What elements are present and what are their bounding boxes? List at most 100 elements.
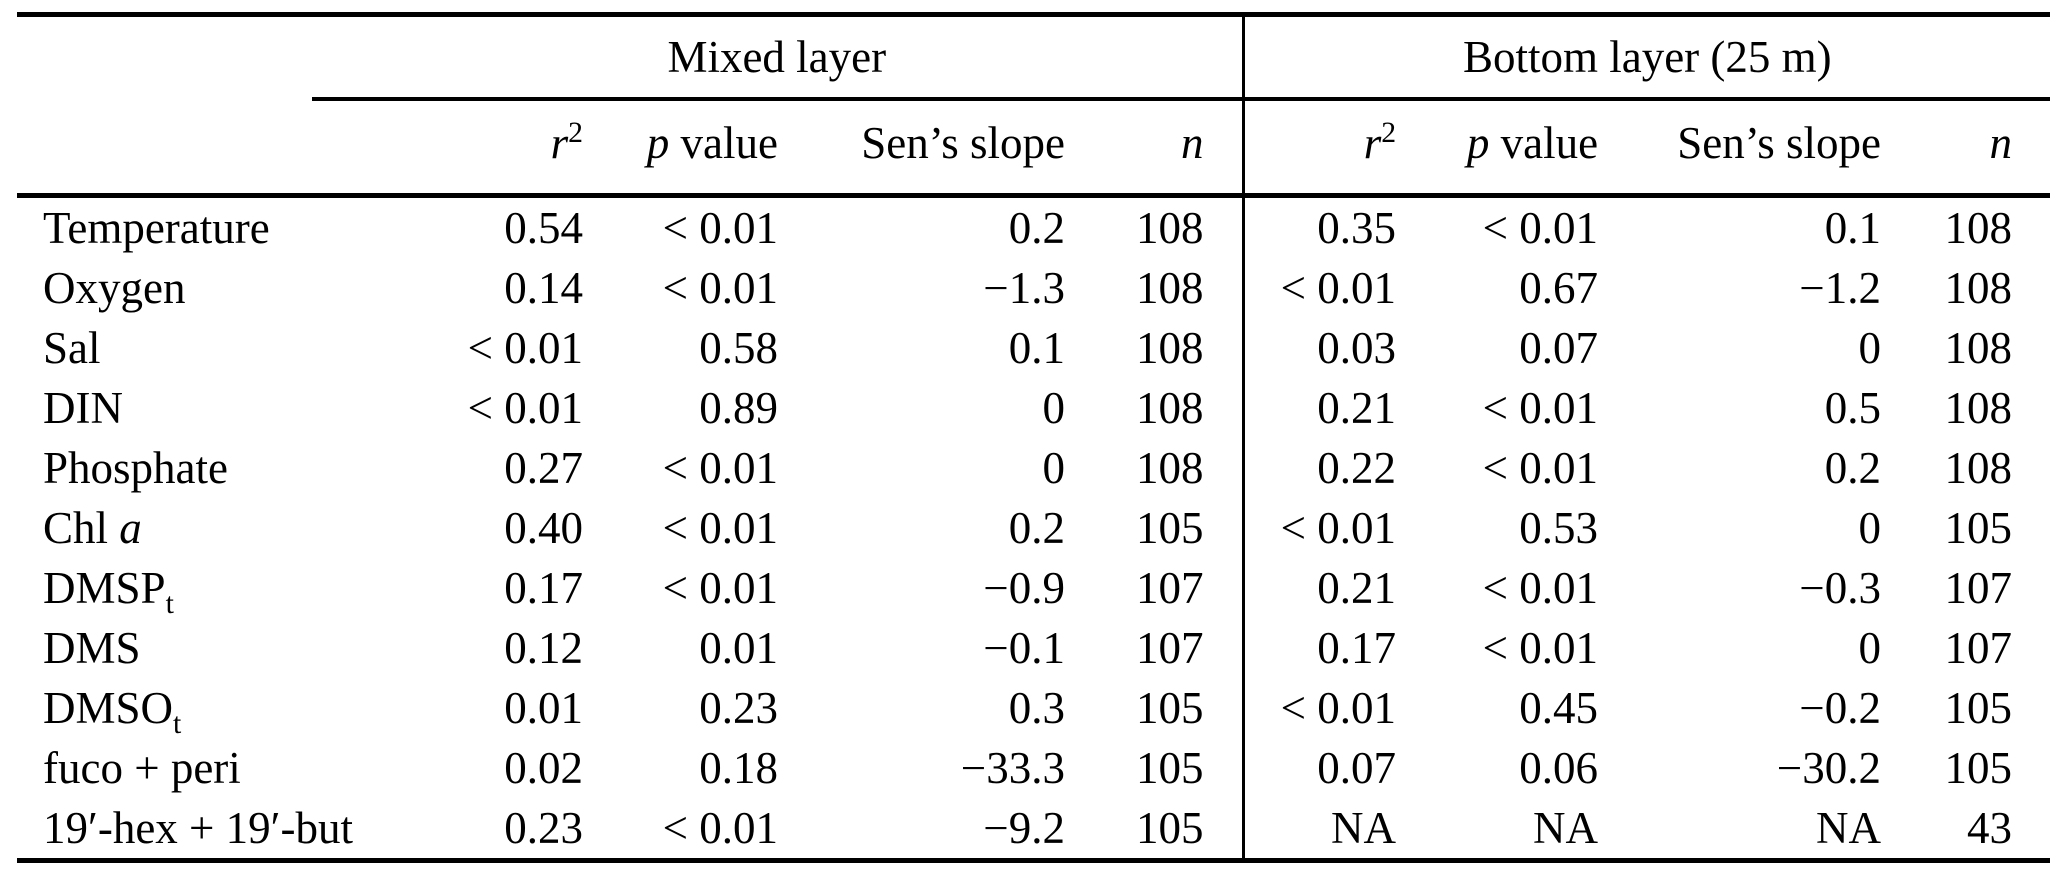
bottom-r2-column-header: r2 xyxy=(1241,98,1435,198)
mixed-n-cell: 105 xyxy=(1136,683,1204,733)
table-row: DMS 0.12 0.01 −0.1 107 0.17 < 0.01 0 107 xyxy=(17,618,2050,678)
row-label: Temperature xyxy=(43,203,270,253)
table-row: Sal < 0.01 0.58 0.1 108 0.03 0.07 0 108 xyxy=(17,318,2050,378)
mixed-r2-cell: < 0.01 xyxy=(467,323,583,373)
bottom-n-cell: 108 xyxy=(1944,263,2013,313)
mixed-sens-slope-cell: −33.3 xyxy=(960,743,1065,793)
mixed-r2-cell: 0.01 xyxy=(504,683,583,733)
mixed-n-column-header: n xyxy=(1103,98,1244,198)
mixed-sens-slope-column-header: Sen’s slope xyxy=(816,98,1103,198)
table-row: DIN < 0.01 0.89 0 108 0.21 < 0.01 0.5 108 xyxy=(17,378,2050,438)
bottom-p-value-cell: < 0.01 xyxy=(1482,563,1599,613)
corner-cell xyxy=(17,98,312,198)
mixed-sens-slope-cell: 0 xyxy=(1042,383,1066,433)
bottom-r2-cell: 0.35 xyxy=(1241,195,1435,258)
row-label: DMSOt xyxy=(43,683,182,740)
bottom-p-value-cell: < 0.01 xyxy=(1482,623,1599,673)
bottom-n-cell: 108 xyxy=(1944,323,2013,373)
bottom-sens-slope-cell: 0 xyxy=(1858,623,1882,673)
bottom-p-value-cell: 0.07 xyxy=(1519,323,1599,373)
bottom-n-cell: 105 xyxy=(1944,683,2013,733)
bottom-p-value-cell: NA xyxy=(1533,803,1599,853)
bottom-p-value-cell: < 0.01 xyxy=(1482,383,1599,433)
mixed-n-cell: 107 xyxy=(1136,563,1204,613)
row-label: 19′-hex + 19′-but xyxy=(43,803,354,853)
bottom-sens-slope-cell: 0.2 xyxy=(1824,443,1882,493)
table-body: Temperature 0.54 < 0.01 0.2 108 0.35 < 0.01 0.1… xyxy=(17,195,2050,861)
bottom-n-cell: 107 xyxy=(1944,623,2013,673)
bottom-r2-cell: < 0.01 xyxy=(1241,678,1435,738)
mixed-sens-slope-cell: 0.3 xyxy=(1008,683,1065,733)
bottom-r2-cell: 0.03 xyxy=(1241,318,1435,378)
mixed-p-value-cell: < 0.01 xyxy=(662,503,778,553)
bottom-n-cell: 108 xyxy=(1944,443,2013,493)
mixed-n-cell: 105 xyxy=(1136,503,1204,553)
mixed-p-value-cell: < 0.01 xyxy=(662,263,778,313)
bottom-p-value-cell: 0.53 xyxy=(1519,503,1599,553)
mixed-r2-cell: 0.27 xyxy=(504,443,583,493)
bottom-n-cell: 107 xyxy=(1944,563,2013,613)
mixed-p-value-cell: 0.23 xyxy=(699,683,778,733)
mixed-r2-cell: 0.02 xyxy=(504,743,583,793)
table-row: Oxygen 0.14 < 0.01 −1.3 108 < 0.01 0.67 −1.2 108 xyxy=(17,258,2050,318)
mixed-r2-cell: 0.40 xyxy=(504,503,583,553)
mixed-sens-slope-cell: −0.9 xyxy=(983,563,1065,613)
table-row: DMSOt 0.01 0.23 0.3 105 < 0.01 0.45 −0.2 105 xyxy=(17,678,2050,740)
mixed-sens-slope-cell: 0 xyxy=(1042,443,1066,493)
mixed-n-cell: 108 xyxy=(1136,383,1204,433)
mixed-p-value-cell: < 0.01 xyxy=(662,563,778,613)
mixed-r2-cell: 0.17 xyxy=(504,563,583,613)
row-label: DIN xyxy=(43,383,123,433)
mixed-r2-cell: 0.12 xyxy=(504,623,583,673)
mixed-p-value-column-header: p value xyxy=(621,98,816,198)
row-label: Sal xyxy=(43,323,101,373)
mixed-r2-column-header: r2 xyxy=(312,98,621,198)
bottom-r2-cell: 0.21 xyxy=(1241,378,1435,438)
bottom-sens-slope-cell: 0.1 xyxy=(1824,203,1882,253)
group-header-mixed-layer: Mixed layer xyxy=(312,14,1244,101)
table-row: Phosphate 0.27 < 0.01 0 108 0.22 < 0.01 0.2 108 xyxy=(17,438,2050,498)
bottom-p-value-cell: 0.45 xyxy=(1519,683,1599,733)
bottom-n-cell: 105 xyxy=(1944,743,2013,793)
table-row: fuco + peri 0.02 0.18 −33.3 105 0.07 0.06 −30.2… xyxy=(17,738,2050,798)
mixed-p-value-cell: 0.58 xyxy=(699,323,778,373)
bottom-sens-slope-cell: −0.2 xyxy=(1799,683,1882,733)
table-row: DMSPt 0.17 < 0.01 −0.9 107 0.21 < 0.01 −0.3 107 xyxy=(17,558,2050,620)
table-row: 19′-hex + 19′-but 0.23 < 0.01 −9.2 105 NA NA NA… xyxy=(17,798,2050,861)
bottom-sens-slope-cell: NA xyxy=(1816,803,1882,853)
mixed-sens-slope-cell: −1.3 xyxy=(983,263,1065,313)
bottom-sens-slope-cell: 0.5 xyxy=(1824,383,1882,433)
bottom-sens-slope-cell: 0 xyxy=(1858,323,1882,373)
bottom-r2-cell: 0.21 xyxy=(1241,558,1435,618)
row-label: Phosphate xyxy=(43,443,228,493)
table-row: Chl a 0.40 < 0.01 0.2 105 < 0.01 0.53 0 105 xyxy=(17,498,2050,558)
row-label: DMSPt xyxy=(43,563,174,620)
bottom-sens-slope-cell: −0.3 xyxy=(1799,563,1882,613)
mixed-p-value-cell: 0.01 xyxy=(699,623,778,673)
corner-cell xyxy=(17,15,312,99)
mixed-r2-cell: 0.23 xyxy=(504,803,583,853)
mixed-sens-slope-cell: 0.2 xyxy=(1008,203,1065,253)
group-header-row: Mixed layer Bottom layer (25 m) xyxy=(17,14,2051,101)
table-header: Mixed layer Bottom layer (25 m) r2 p valu… xyxy=(17,14,2051,198)
mixed-n-cell: 105 xyxy=(1136,743,1204,793)
mixed-p-value-cell: 0.89 xyxy=(699,383,778,433)
trend-statistics-table-wrap: Mixed layer Bottom layer (25 m) r2 p valu… xyxy=(17,12,2051,863)
mixed-sens-slope-cell: −9.2 xyxy=(983,803,1065,853)
mixed-n-cell: 108 xyxy=(1136,203,1204,253)
bottom-p-value-cell: < 0.01 xyxy=(1482,443,1599,493)
bottom-p-value-column-header: p value xyxy=(1434,98,1637,198)
bottom-sens-slope-column-header: Sen’s slope xyxy=(1636,98,1920,198)
trend-statistics-table: Mixed layer Bottom layer (25 m) r2 p valu… xyxy=(17,12,2051,863)
bottom-r2-cell: NA xyxy=(1241,798,1435,861)
mixed-n-cell: 108 xyxy=(1136,443,1204,493)
bottom-sens-slope-cell: 0 xyxy=(1858,503,1882,553)
mixed-p-value-cell: 0.18 xyxy=(699,743,778,793)
bottom-n-cell: 43 xyxy=(1967,803,2013,853)
mixed-r2-cell: < 0.01 xyxy=(467,383,583,433)
bottom-r2-cell: < 0.01 xyxy=(1241,498,1435,558)
mixed-r2-cell: 0.54 xyxy=(504,203,583,253)
mixed-p-value-cell: < 0.01 xyxy=(662,803,778,853)
bottom-r2-cell: 0.07 xyxy=(1241,738,1435,798)
bottom-p-value-cell: < 0.01 xyxy=(1482,203,1599,253)
